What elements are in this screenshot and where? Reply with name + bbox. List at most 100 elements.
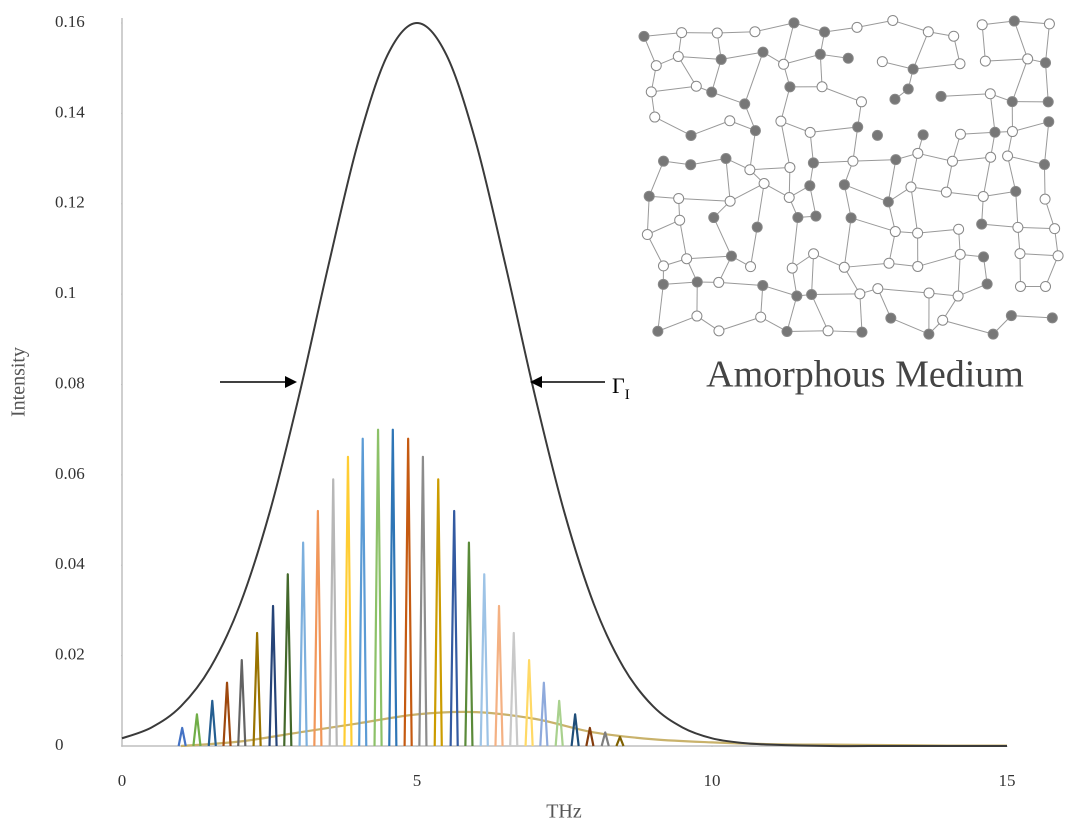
network-node bbox=[872, 283, 884, 295]
network-node bbox=[887, 14, 899, 26]
network-node bbox=[744, 164, 756, 176]
network-node bbox=[912, 147, 924, 159]
data-line bbox=[177, 726, 187, 747]
network-node bbox=[808, 248, 820, 260]
x-tick-label: 10 bbox=[704, 771, 721, 790]
network-edge bbox=[910, 186, 919, 234]
network-inset bbox=[638, 14, 1064, 340]
network-node bbox=[851, 21, 863, 33]
network-edge bbox=[1012, 121, 1049, 133]
network-node bbox=[758, 178, 770, 190]
network-edge bbox=[877, 288, 930, 294]
data-line bbox=[343, 455, 353, 747]
network-node bbox=[981, 278, 993, 290]
network-node bbox=[788, 17, 800, 29]
network-edge bbox=[678, 55, 722, 60]
network-edge bbox=[982, 157, 992, 197]
network-node bbox=[854, 288, 866, 300]
network-node bbox=[658, 155, 670, 167]
network-node bbox=[783, 191, 795, 203]
network-edge bbox=[981, 223, 1018, 228]
network-edge bbox=[690, 157, 727, 166]
network-edge bbox=[989, 93, 996, 133]
network-edge bbox=[1045, 255, 1059, 287]
network-node bbox=[755, 311, 767, 323]
network-edge bbox=[663, 281, 698, 285]
network-node bbox=[923, 328, 935, 340]
annotation-subscript: I bbox=[625, 387, 630, 403]
data-line bbox=[121, 22, 1007, 748]
network-node bbox=[713, 276, 725, 288]
data-line bbox=[464, 541, 474, 747]
network-node bbox=[822, 325, 834, 337]
network-node bbox=[807, 157, 819, 169]
data-line bbox=[358, 437, 368, 747]
arrow-head bbox=[530, 376, 542, 388]
network-edge bbox=[887, 159, 897, 203]
network-edge bbox=[762, 284, 797, 297]
network-node bbox=[690, 80, 702, 92]
network-node bbox=[1043, 18, 1055, 30]
network-node bbox=[977, 190, 989, 202]
network-edge bbox=[856, 19, 893, 28]
network-node bbox=[1008, 15, 1020, 27]
network-node bbox=[1022, 53, 1034, 65]
network-edge bbox=[690, 120, 730, 136]
data-line bbox=[313, 509, 323, 747]
network-edge bbox=[725, 158, 731, 202]
network-edge bbox=[657, 284, 664, 332]
network-node bbox=[674, 214, 686, 226]
network-edge bbox=[946, 191, 984, 197]
network-node bbox=[1046, 312, 1058, 324]
network-node bbox=[725, 250, 737, 262]
network-node bbox=[757, 279, 769, 291]
data-line bbox=[615, 735, 625, 747]
data-line bbox=[539, 681, 549, 747]
network-node bbox=[976, 19, 988, 31]
network-edge bbox=[749, 130, 756, 170]
network-node bbox=[855, 96, 867, 108]
network-node bbox=[890, 154, 902, 166]
data-line bbox=[494, 604, 504, 747]
network-node bbox=[946, 155, 958, 167]
data-line bbox=[192, 713, 202, 747]
y-tick-label: 0.16 bbox=[55, 12, 85, 31]
data-line bbox=[373, 428, 383, 747]
network-edge bbox=[1043, 121, 1050, 165]
data-line bbox=[283, 573, 293, 747]
network-node bbox=[984, 88, 996, 100]
network-edge bbox=[813, 253, 845, 268]
network-node bbox=[937, 314, 949, 326]
network-node bbox=[685, 159, 697, 171]
network-edge bbox=[783, 22, 795, 65]
network-node bbox=[1006, 126, 1018, 138]
network-node bbox=[987, 328, 999, 340]
network-edge bbox=[813, 160, 853, 164]
data-line bbox=[180, 710, 1008, 748]
network-edge bbox=[1045, 62, 1049, 102]
network-node bbox=[819, 26, 831, 38]
network-edge bbox=[952, 156, 991, 162]
network-node bbox=[650, 60, 662, 72]
network-edge bbox=[711, 91, 745, 105]
data-line bbox=[207, 699, 217, 747]
network-node bbox=[1040, 280, 1052, 292]
network-edge bbox=[651, 85, 697, 93]
network-edge bbox=[844, 262, 890, 268]
y-tick-label: 0.1 bbox=[55, 283, 76, 302]
network-edge bbox=[718, 316, 761, 332]
network-node bbox=[657, 278, 669, 290]
network-node bbox=[912, 227, 924, 239]
network-node bbox=[784, 81, 796, 93]
network-node bbox=[953, 223, 965, 235]
network-node bbox=[784, 161, 796, 173]
network-edge bbox=[791, 217, 799, 269]
network-edge bbox=[1019, 253, 1059, 257]
data-line bbox=[570, 713, 580, 747]
network-edge bbox=[783, 53, 821, 65]
network-node bbox=[954, 248, 966, 260]
network-edge bbox=[686, 255, 732, 260]
x-tick-label: 5 bbox=[413, 771, 422, 790]
network-node bbox=[954, 128, 966, 140]
data-line bbox=[268, 604, 278, 747]
